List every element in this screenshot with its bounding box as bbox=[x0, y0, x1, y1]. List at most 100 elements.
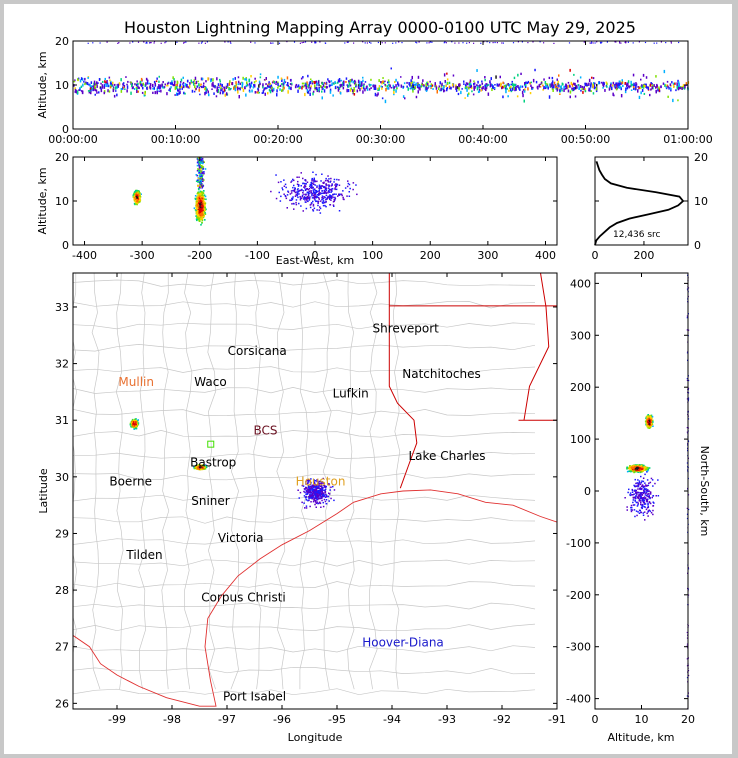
time-source bbox=[182, 76, 184, 79]
ew-source bbox=[296, 183, 299, 185]
time-source bbox=[122, 82, 125, 85]
map-source bbox=[324, 489, 326, 492]
map-source bbox=[317, 502, 319, 505]
ew-source bbox=[202, 211, 205, 214]
time-source bbox=[173, 80, 176, 84]
map-source bbox=[316, 501, 319, 503]
time-source bbox=[219, 78, 221, 81]
time-source bbox=[348, 80, 350, 82]
time-source bbox=[624, 82, 626, 85]
time-source bbox=[215, 95, 218, 98]
ew-source bbox=[315, 191, 318, 193]
time-source bbox=[323, 89, 326, 93]
time-source bbox=[588, 82, 590, 86]
time-source bbox=[377, 88, 379, 92]
time-source bbox=[464, 86, 467, 90]
map-source bbox=[309, 491, 312, 493]
time-source bbox=[643, 84, 645, 88]
ew-source bbox=[337, 195, 339, 197]
time-source bbox=[588, 89, 590, 92]
time-source bbox=[589, 86, 592, 89]
ew-source bbox=[287, 191, 290, 193]
time-source bbox=[195, 88, 197, 90]
time-source-high bbox=[92, 42, 94, 44]
map-source bbox=[328, 500, 330, 502]
time-source bbox=[250, 84, 252, 88]
time-source bbox=[419, 84, 421, 88]
map-source bbox=[329, 489, 331, 491]
time-source bbox=[656, 85, 658, 88]
time-source bbox=[349, 79, 352, 82]
ew-source bbox=[202, 180, 204, 183]
ew-source bbox=[302, 177, 304, 180]
ew-source bbox=[332, 201, 335, 203]
time-source bbox=[311, 80, 313, 82]
time-source bbox=[381, 86, 383, 88]
time-source bbox=[289, 79, 292, 82]
ew-source bbox=[294, 191, 297, 194]
map-source bbox=[310, 485, 312, 488]
ew-source bbox=[322, 186, 325, 188]
ew-source bbox=[138, 196, 141, 199]
ew-source bbox=[197, 168, 199, 170]
ew-source bbox=[320, 187, 322, 189]
time-source bbox=[393, 90, 395, 94]
ew-source bbox=[295, 203, 298, 206]
time-source bbox=[602, 84, 605, 88]
map-longitude-ticks: -99 -98 -97 -96 -95 -94 -93 -92 -91 bbox=[108, 273, 566, 726]
time-source bbox=[547, 86, 549, 90]
ew-source bbox=[333, 178, 336, 181]
time-source bbox=[645, 85, 647, 88]
ew-source bbox=[197, 195, 199, 198]
figure-title: Houston Lightning Mapping Array 0000-010… bbox=[124, 18, 636, 37]
time-source bbox=[641, 85, 644, 89]
map-source bbox=[304, 487, 307, 489]
time-source bbox=[81, 90, 84, 95]
time-alt-tick-label: 0 bbox=[62, 123, 69, 136]
time-source-high bbox=[600, 42, 602, 44]
map-source bbox=[311, 497, 314, 500]
ew-source bbox=[136, 189, 138, 192]
city-label: Boerne bbox=[109, 474, 152, 488]
time-source bbox=[317, 80, 320, 84]
time-source bbox=[82, 83, 84, 87]
time-source bbox=[78, 89, 80, 91]
map-source bbox=[133, 421, 135, 423]
map-source bbox=[315, 491, 318, 494]
ew-source bbox=[316, 194, 319, 196]
map-source bbox=[305, 505, 308, 507]
time-source bbox=[149, 86, 152, 90]
time-source bbox=[425, 86, 427, 89]
time-source bbox=[261, 92, 264, 94]
time-source bbox=[122, 83, 124, 86]
map-source bbox=[196, 467, 199, 469]
time-source bbox=[237, 80, 240, 84]
time-source bbox=[540, 81, 543, 84]
map-source bbox=[205, 466, 208, 468]
time-source bbox=[425, 90, 428, 92]
map-source bbox=[307, 499, 309, 502]
time-source bbox=[672, 83, 675, 86]
time-source bbox=[112, 88, 115, 93]
ew-tick-label: 400 bbox=[535, 249, 556, 262]
time-source bbox=[523, 90, 526, 93]
time-source bbox=[663, 69, 666, 74]
time-source bbox=[214, 85, 216, 88]
time-source bbox=[242, 76, 244, 80]
ew-source bbox=[203, 209, 205, 211]
ew-source bbox=[202, 162, 204, 165]
time-source bbox=[651, 86, 653, 90]
altitude-eastwest-xticks: -400 -300 -200 -100 0 100 200 300 400 bbox=[72, 157, 556, 262]
time-source bbox=[96, 81, 98, 85]
map-source bbox=[132, 425, 135, 427]
time-source bbox=[508, 89, 510, 92]
time-tick-label: 00:10:00 bbox=[151, 133, 200, 146]
ew-source bbox=[199, 213, 201, 215]
time-source bbox=[97, 82, 99, 84]
time-source bbox=[604, 89, 606, 92]
time-source bbox=[269, 84, 271, 88]
county-line bbox=[253, 273, 262, 690]
time-source bbox=[508, 83, 511, 87]
time-source bbox=[651, 84, 654, 88]
ew-source bbox=[195, 206, 198, 208]
